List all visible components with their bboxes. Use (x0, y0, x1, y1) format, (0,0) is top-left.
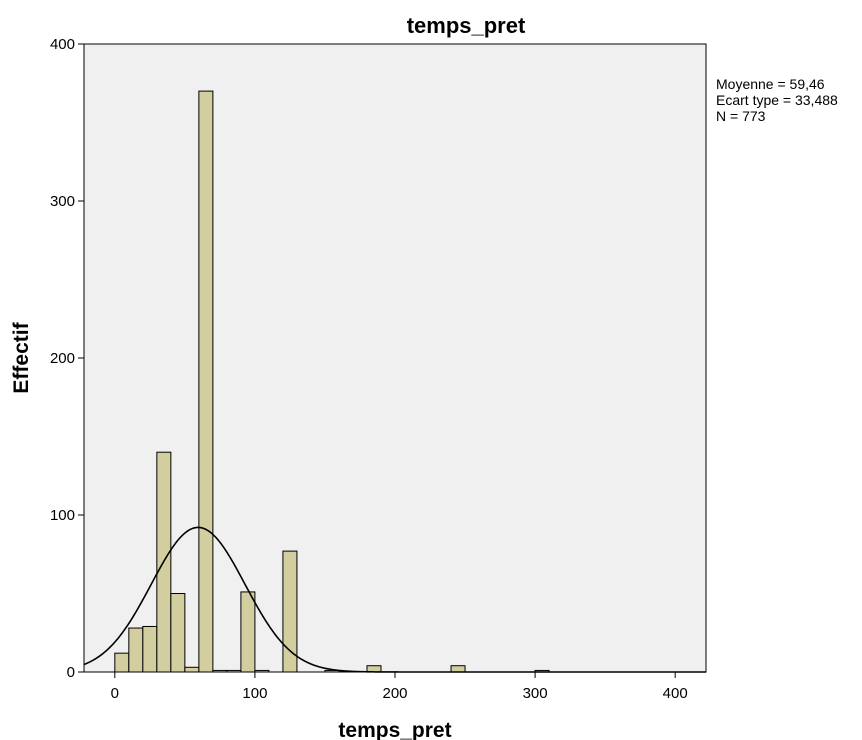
y-tick-label: 200 (50, 350, 75, 367)
histogram-bar (142, 625, 158, 673)
normal-curve (83, 526, 706, 673)
histogram-bar (170, 593, 186, 673)
y-tick-label: 300 (50, 193, 75, 210)
y-tick-label: 400 (50, 36, 75, 53)
stats-std: Ecart type = 33,488 (716, 92, 838, 108)
y-tick-label: 0 (67, 664, 75, 681)
x-tick-label: 0 (111, 685, 119, 702)
stats-box: Moyenne = 59,46 Ecart type = 33,488 N = … (716, 76, 838, 124)
stats-mean: Moyenne = 59,46 (716, 76, 825, 92)
histogram-bar (212, 669, 228, 673)
histogram-bar (114, 652, 130, 673)
histogram-bars (114, 90, 550, 673)
y-tick-label: 100 (50, 507, 75, 524)
histogram-bar (254, 669, 270, 673)
histogram-bar (450, 665, 466, 673)
histogram-bar (240, 591, 256, 673)
histogram-bar (282, 550, 298, 673)
histogram-bar (198, 90, 214, 673)
histogram-bar (184, 666, 200, 673)
x-tick-label: 400 (663, 685, 688, 702)
histogram-bar (128, 627, 144, 673)
x-tick-label: 300 (523, 685, 548, 702)
histogram-bar (226, 669, 242, 673)
stats-n: N = 773 (716, 108, 766, 124)
y-axis: 0 100 200 300 400 (50, 36, 84, 681)
y-axis-title: Effectif (10, 321, 33, 393)
histogram-bar (324, 669, 340, 673)
x-axis: 0 100 200 300 400 (111, 672, 688, 702)
x-tick-label: 200 (382, 685, 407, 702)
x-axis-title: temps_pret (338, 719, 451, 740)
x-tick-label: 100 (242, 685, 267, 702)
plot-area (83, 43, 707, 673)
chart-title: temps_pret (407, 13, 526, 38)
